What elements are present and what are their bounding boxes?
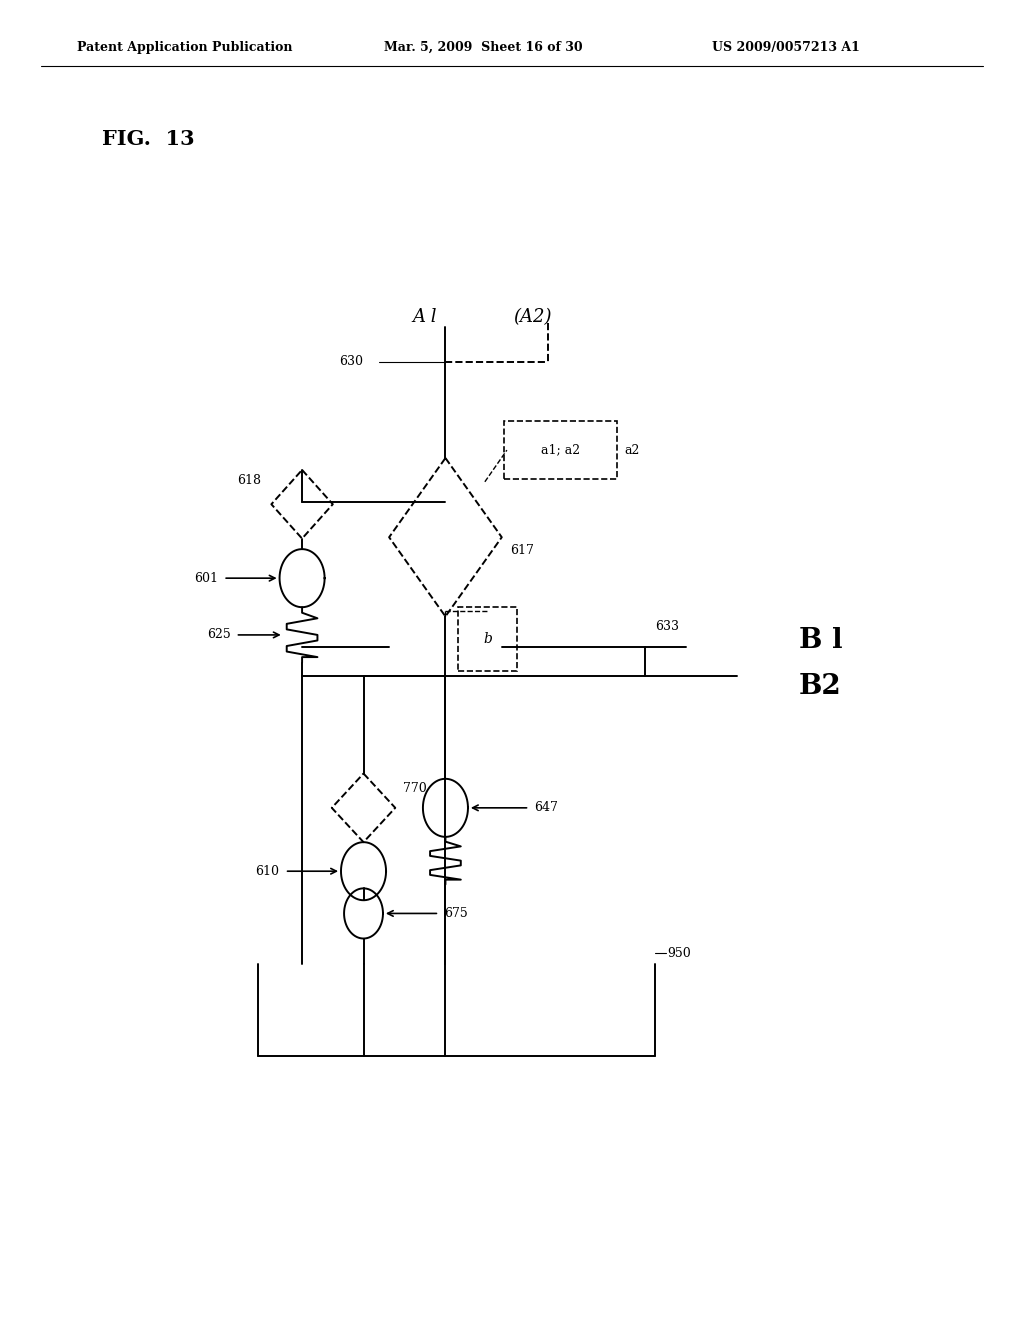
Text: 601: 601 bbox=[195, 572, 218, 585]
Text: 618: 618 bbox=[238, 474, 261, 487]
Text: a1; a2: a1; a2 bbox=[541, 444, 581, 457]
Text: 617: 617 bbox=[510, 544, 534, 557]
Text: 625: 625 bbox=[207, 628, 230, 642]
Text: 675: 675 bbox=[444, 907, 468, 920]
Text: A l: A l bbox=[413, 308, 437, 326]
Text: 950: 950 bbox=[668, 946, 691, 960]
Text: (A2): (A2) bbox=[513, 308, 552, 326]
Text: FIG.  13: FIG. 13 bbox=[102, 128, 195, 149]
Text: b: b bbox=[483, 632, 492, 645]
Text: 630: 630 bbox=[340, 355, 364, 368]
Text: 610: 610 bbox=[256, 865, 280, 878]
Text: Mar. 5, 2009  Sheet 16 of 30: Mar. 5, 2009 Sheet 16 of 30 bbox=[384, 41, 583, 54]
Text: a2: a2 bbox=[625, 444, 640, 457]
Text: Patent Application Publication: Patent Application Publication bbox=[77, 41, 292, 54]
Text: B l: B l bbox=[799, 627, 843, 653]
FancyBboxPatch shape bbox=[504, 421, 617, 479]
Text: 770: 770 bbox=[403, 781, 427, 795]
Text: 647: 647 bbox=[535, 801, 558, 814]
Text: US 2009/0057213 A1: US 2009/0057213 A1 bbox=[712, 41, 859, 54]
Text: 633: 633 bbox=[655, 620, 679, 634]
Text: B2: B2 bbox=[799, 673, 842, 700]
FancyBboxPatch shape bbox=[458, 607, 517, 671]
